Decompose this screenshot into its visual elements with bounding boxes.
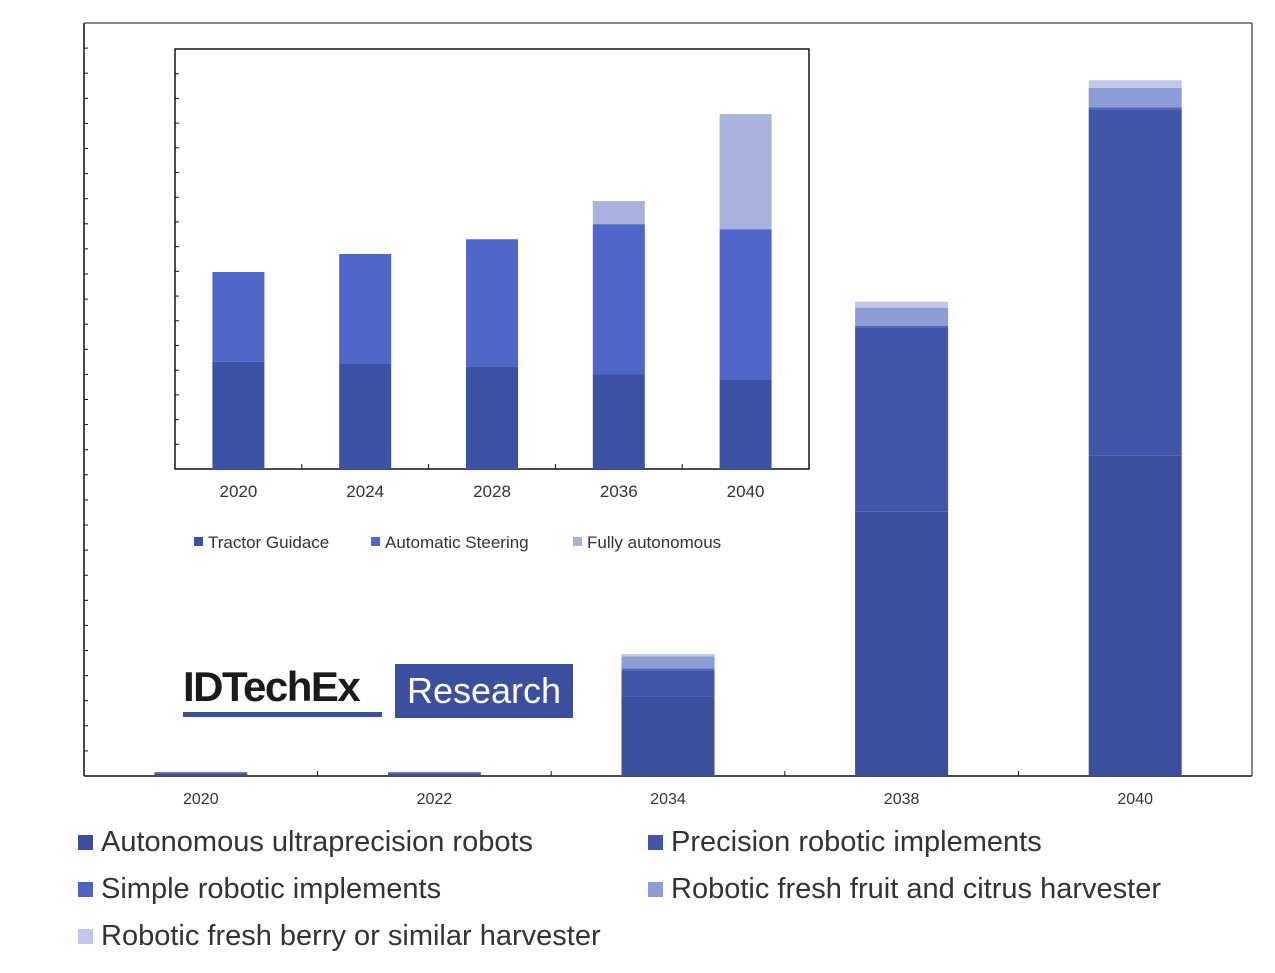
- idtechex-logo: IDTechEx Research: [183, 664, 573, 718]
- inset-bar-segment: [339, 364, 392, 469]
- inset-bar-segment: [592, 224, 645, 375]
- inset-x-tick-label: 2040: [727, 482, 765, 501]
- inset-legend-swatch: [371, 537, 380, 546]
- legend-label: Robotic fresh fruit and citrus harvester: [671, 873, 1161, 905]
- main-bar-segment: [621, 656, 715, 669]
- main-bar-segment: [855, 307, 949, 326]
- main-x-tick-label: 2020: [183, 791, 219, 808]
- inset-legend-label: Automatic Steering: [385, 533, 529, 552]
- chart-canvas: 2020 2022 2034 2038 2040 2020 2024 2028 2036 204…: [83, 22, 1253, 808]
- legend-label: Precision robotic implements: [671, 826, 1042, 858]
- inset-bar-segment: [212, 361, 265, 469]
- main-x-tick-label: 2038: [884, 791, 920, 808]
- legend-swatch: [648, 835, 663, 850]
- main-bar-segment: [1088, 455, 1182, 776]
- legend-item: Robotic fresh berry or similar harvester: [78, 920, 601, 953]
- legend-item: Simple robotic implements: [78, 873, 441, 906]
- inset-x-tick-label: 2020: [219, 482, 257, 501]
- inset-bar-segment: [592, 374, 645, 469]
- main-bar-segment: [387, 773, 481, 776]
- legend-label: Simple robotic implements: [101, 873, 442, 905]
- logo-research-box: Research: [395, 664, 573, 718]
- main-bar-segment: [1088, 87, 1182, 108]
- main-bar-segment: [855, 301, 949, 308]
- inset-bar-segment: [719, 379, 772, 469]
- inset-bar-segment: [719, 229, 772, 380]
- main-bar-segment: [621, 668, 715, 671]
- main-bar-segment: [621, 654, 715, 657]
- inset-x-tick-label: 2024: [346, 482, 384, 501]
- inset-legend-label: Fully autonomous: [587, 533, 721, 552]
- main-bar-segment: [855, 327, 949, 512]
- inset-legend-swatch: [573, 537, 582, 546]
- inset-legend-swatch: [194, 537, 203, 546]
- main-x-tick-label: 2034: [650, 791, 686, 808]
- inset-bar-segment: [339, 253, 392, 364]
- main-chart: 2020 2022 2034 2038 2040: [83, 22, 1253, 808]
- legend-item: Robotic fresh fruit and citrus harvester: [648, 873, 1161, 906]
- logo-wordmark: IDTechEx: [183, 663, 361, 710]
- inset-bar-segment: [466, 366, 518, 469]
- inset-legend-label: Tractor Guidace: [208, 533, 329, 552]
- main-bar-segment: [1088, 80, 1182, 88]
- inset-chart: 2020 2024 2028 2036 2040 Tractor Guidace Autom…: [174, 48, 810, 552]
- legend-label: Autonomous ultraprecision robots: [101, 826, 534, 858]
- legend-item: Autonomous ultraprecision robots: [78, 826, 533, 859]
- main-bar-segment: [621, 670, 715, 697]
- main-bar-segment: [154, 772, 248, 774]
- logo-underline: [183, 712, 382, 717]
- inset-bar-segment: [719, 114, 772, 230]
- main-bar-segment: [1088, 109, 1182, 456]
- inset-x-tick-label: 2036: [600, 482, 638, 501]
- main-bar-segment: [154, 773, 248, 776]
- legend-item: Precision robotic implements: [648, 826, 1042, 859]
- legend-label: Robotic fresh berry or similar harvester: [101, 920, 601, 952]
- main-bar-segment: [855, 325, 949, 328]
- legend-swatch: [78, 929, 93, 944]
- main-bar-segment: [621, 696, 715, 776]
- main-bar-segment: [1088, 107, 1182, 110]
- main-x-tick-label: 2022: [417, 791, 453, 808]
- legend-swatch: [78, 882, 93, 897]
- inset-bar-segment: [592, 201, 645, 225]
- legend-swatch: [78, 835, 93, 850]
- legend-swatch: [648, 882, 663, 897]
- inset-bar-segment: [466, 239, 518, 367]
- inset-bar-segment: [212, 272, 265, 362]
- main-bar-segment: [855, 511, 949, 776]
- inset-x-tick-label: 2028: [473, 482, 511, 501]
- main-x-tick-label: 2040: [1117, 791, 1153, 808]
- main-bar-segment: [387, 772, 481, 774]
